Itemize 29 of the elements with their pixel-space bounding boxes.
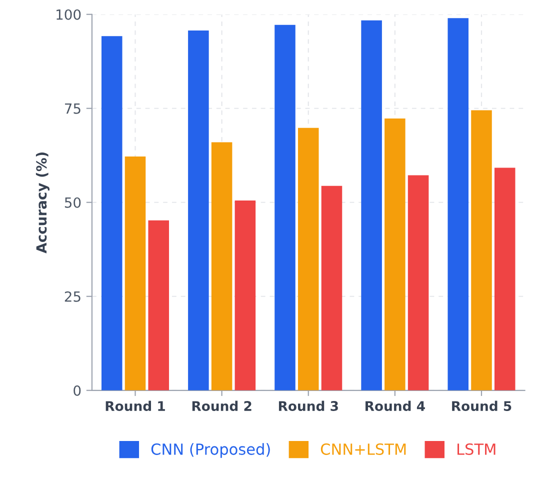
x-tick-label: Round 5 [452,400,512,412]
bar [188,30,209,390]
x-tick-label: Round 1 [106,400,165,412]
bar [448,18,469,390]
bar [211,142,232,390]
x-tick-label: Round 2 [192,400,252,412]
y-tick-label: 50 [64,197,81,208]
x-tick-label: Round 4 [366,400,425,412]
y-axis-title: Accuracy (%) [36,152,50,254]
legend-label: CNN+LSTM [320,443,406,455]
bar [471,110,492,390]
bar [384,118,406,390]
x-tick-label: Round 3 [278,400,338,412]
bar [101,36,122,390]
bar [274,24,296,390]
bar [234,200,256,390]
bar [124,156,146,390]
bar [148,220,170,390]
y-tick-label: 75 [65,104,80,114]
bar [361,20,382,390]
y-tick-label: 100 [56,9,81,20]
legend-label: CNN (Proposed) [151,443,270,458]
bar [408,175,429,390]
bar [494,168,516,390]
bar [321,186,342,390]
y-tick-label: 25 [64,291,80,302]
bar [298,128,319,390]
y-tick-label: 0 [74,385,81,396]
legend-label: LSTM [458,443,496,455]
